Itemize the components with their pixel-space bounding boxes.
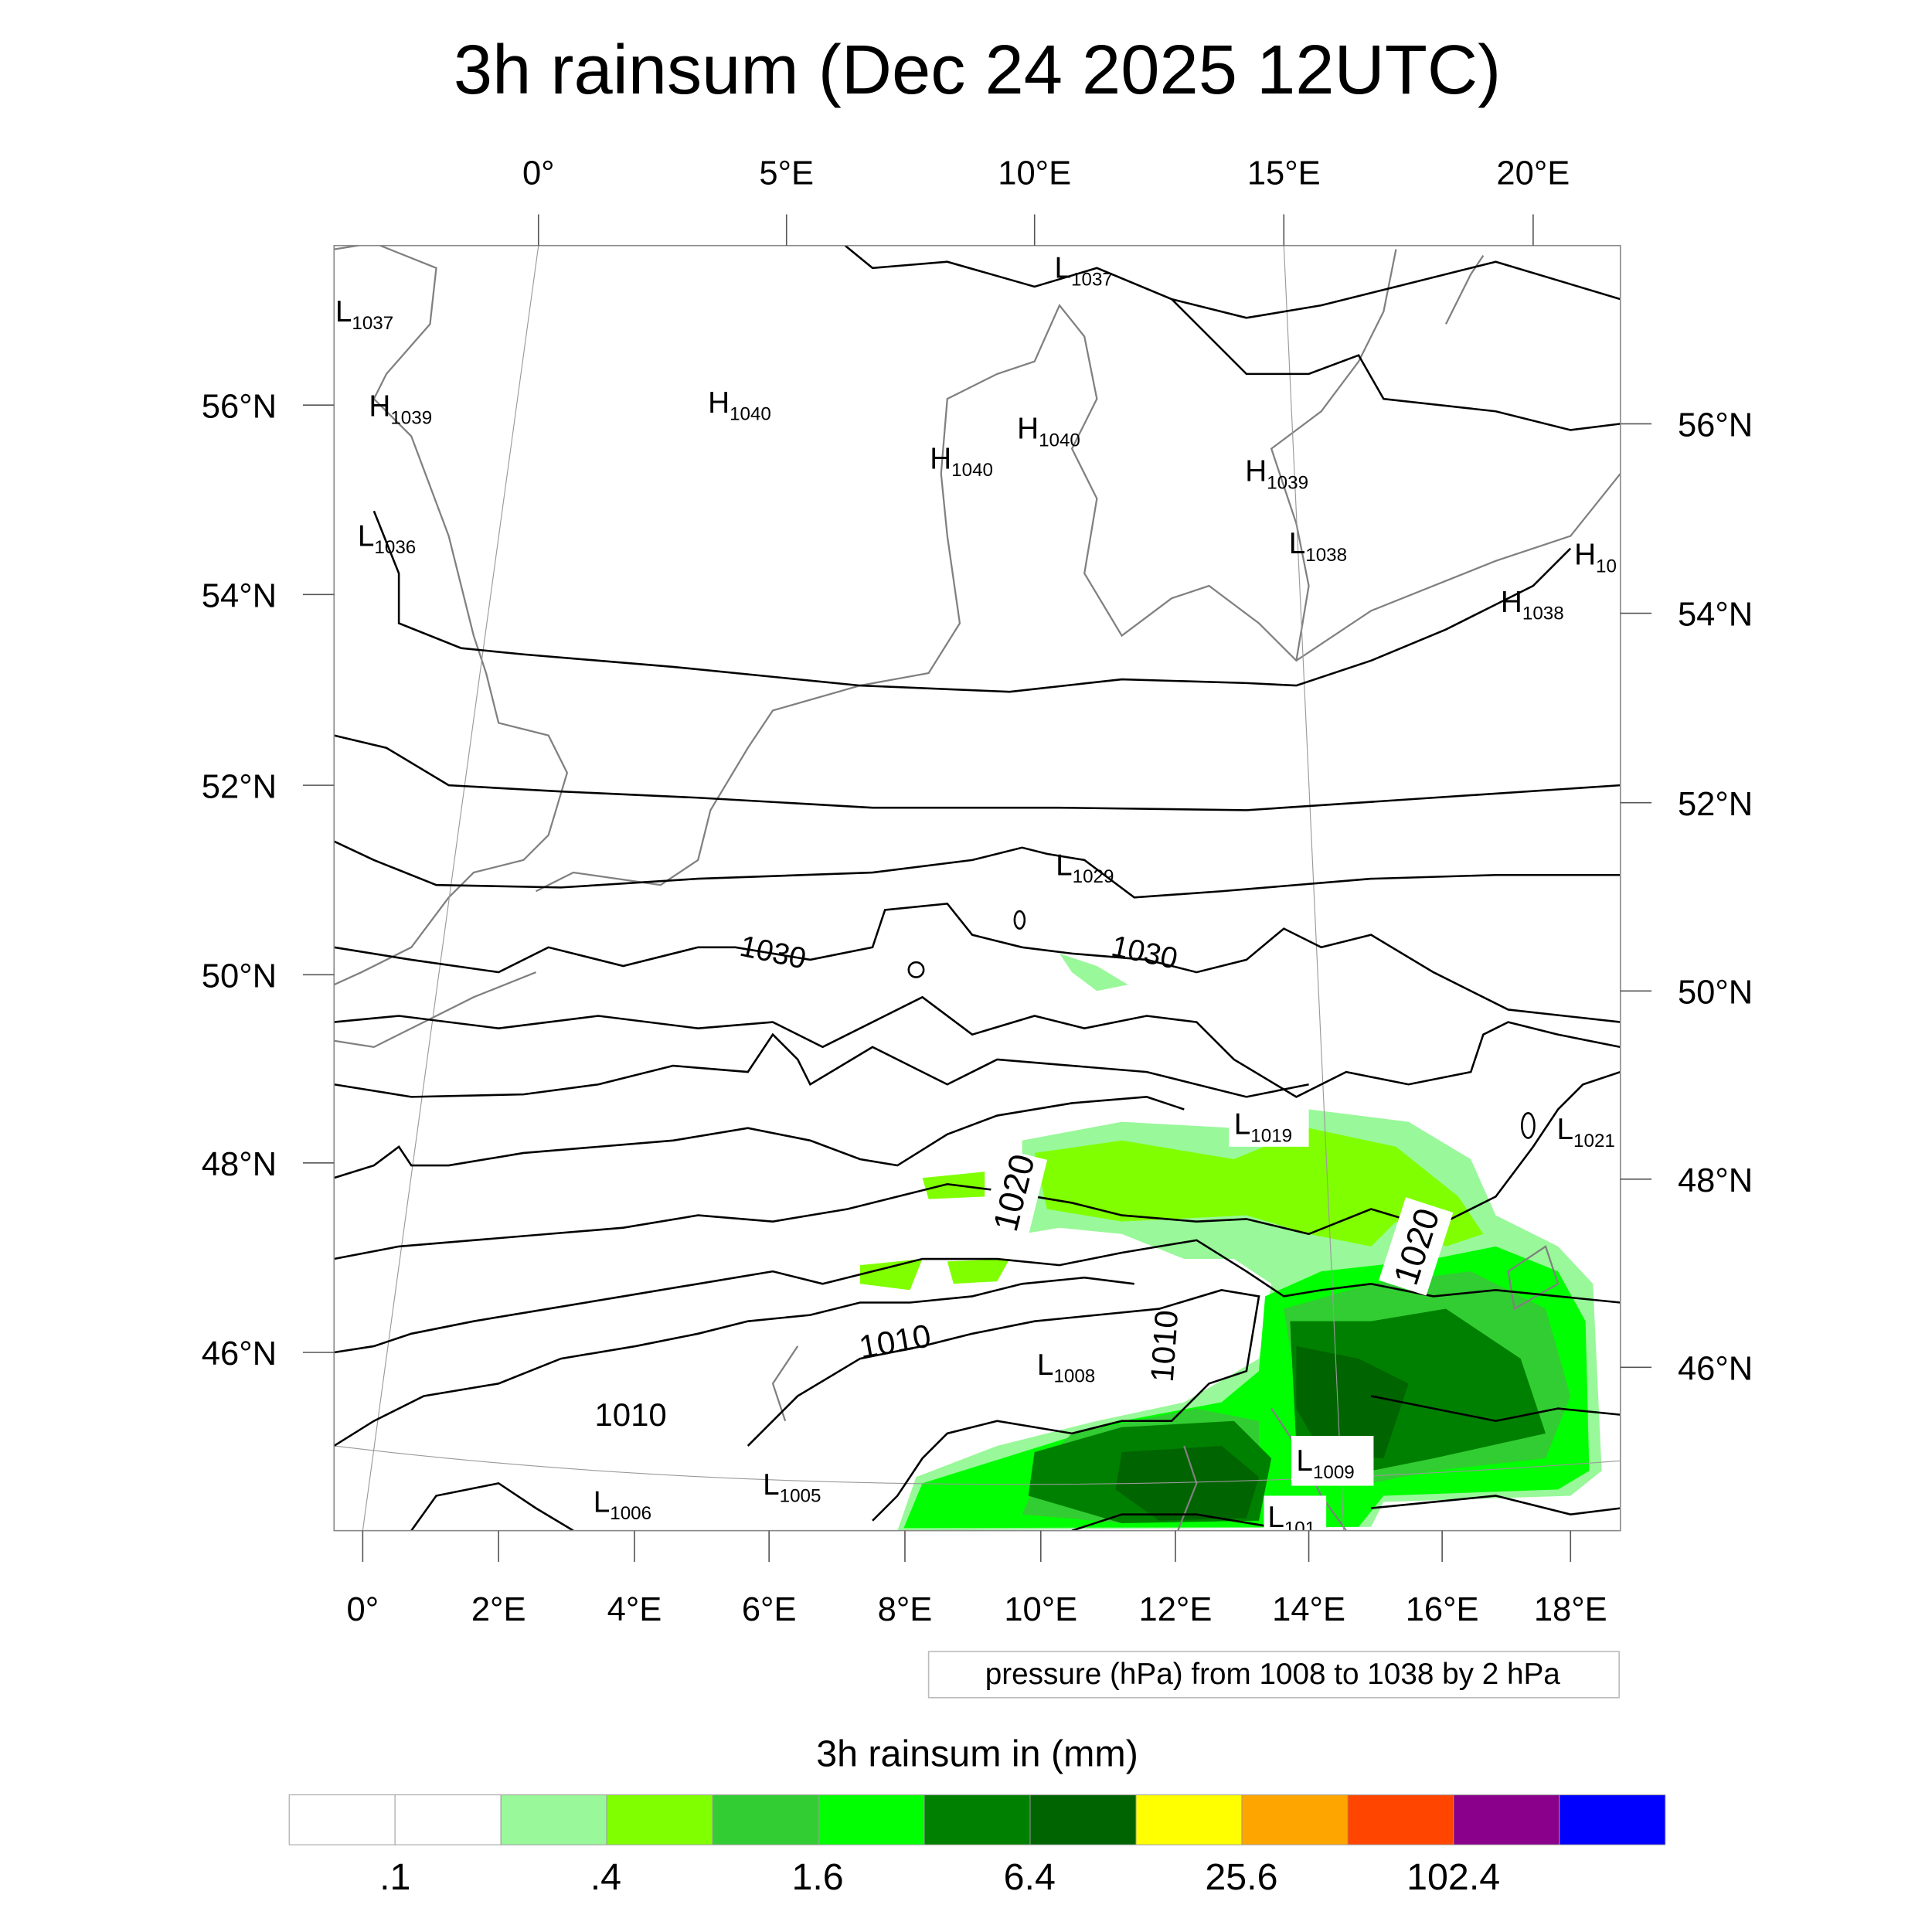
colorbar-labels: .1 .4 1.6 6.4 25.6 102.4 bbox=[379, 1856, 1500, 1898]
lat-label: 54°N bbox=[1678, 597, 1753, 634]
colorbar-swatch bbox=[818, 1794, 925, 1845]
colorbar-label: 6.4 bbox=[1004, 1856, 1056, 1898]
low-pressure-label: L1037 bbox=[335, 295, 393, 334]
lat-label: 48°N bbox=[1678, 1162, 1753, 1199]
colorbar-swatch bbox=[394, 1794, 502, 1845]
low-pressure-label: L1037 bbox=[1055, 252, 1113, 291]
lat-label: 56°N bbox=[202, 388, 277, 425]
rain-field bbox=[859, 953, 1602, 1531]
isobars bbox=[334, 245, 1621, 1531]
lon-label: 12°E bbox=[1139, 1591, 1213, 1628]
low-pressure-label: L1036 bbox=[358, 519, 416, 558]
contour-label: 1030 bbox=[1108, 930, 1180, 976]
lon-label: 16°E bbox=[1406, 1591, 1479, 1628]
colorbar-swatch bbox=[1241, 1794, 1349, 1845]
colorbar-swatch bbox=[923, 1794, 1031, 1845]
low-pressure-label: L1009 bbox=[1296, 1444, 1354, 1483]
lon-label: 4°E bbox=[607, 1591, 662, 1628]
top-longitude-labels: 0° 5°E 10°E 15°E 20°E bbox=[522, 155, 1570, 192]
lat-label: 46°N bbox=[202, 1335, 277, 1372]
pressure-legend-box bbox=[927, 1651, 1620, 1699]
lat-label: 48°N bbox=[202, 1146, 277, 1183]
bottom-longitude-labels: 0° 2°E 4°E 6°E 8°E 10°E 12°E 14°E 16°E 1… bbox=[347, 1591, 1607, 1628]
low-pressure-label: L1021 bbox=[1557, 1113, 1615, 1151]
high-pressure-label: H1039 bbox=[1245, 455, 1308, 494]
lon-label: 15°E bbox=[1247, 155, 1321, 192]
low-pressure-label: L1005 bbox=[763, 1468, 821, 1507]
lon-label: 8°E bbox=[878, 1591, 933, 1628]
axis-ticks bbox=[302, 214, 1652, 1562]
lon-label: 6°E bbox=[742, 1591, 797, 1628]
low-pressure-label: L1019 bbox=[1234, 1108, 1292, 1147]
colorbar-label: .1 bbox=[379, 1856, 410, 1898]
colorbar-title: 3h rainsum in (mm) bbox=[816, 1733, 1138, 1774]
colorbar-swatch bbox=[1135, 1794, 1243, 1845]
low-pressure-label: L1038 bbox=[1289, 527, 1347, 566]
graticule bbox=[334, 245, 1621, 1531]
colorbar-label: 1.6 bbox=[791, 1856, 843, 1898]
high-pressure-label: H1038 bbox=[1501, 586, 1564, 624]
colorbar-swatch bbox=[1559, 1794, 1666, 1845]
contour-label: 1010 bbox=[594, 1396, 666, 1433]
map-frame bbox=[333, 244, 1621, 1532]
lon-label: 14°E bbox=[1272, 1591, 1345, 1628]
contour-label: 1010 bbox=[856, 1317, 934, 1365]
high-pressure-label: H1039 bbox=[369, 390, 432, 429]
pressure-centers: L1037 L1037 H1039 H1040 H1040 H1040 H103… bbox=[335, 252, 1617, 1539]
lon-label: 0° bbox=[522, 155, 555, 192]
colorbar-swatch bbox=[288, 1794, 396, 1845]
colorbar-label: .4 bbox=[590, 1856, 621, 1898]
contour-label: 1010 bbox=[1144, 1309, 1185, 1383]
lon-label: 18°E bbox=[1534, 1591, 1607, 1628]
high-pressure-label: H10 bbox=[1574, 539, 1617, 577]
colorbar bbox=[288, 1794, 1666, 1845]
lon-label: 2°E bbox=[471, 1591, 526, 1628]
lat-label: 50°N bbox=[202, 957, 277, 995]
pressure-legend-text: pressure (hPa) from 1008 to 1038 by 2 hP… bbox=[985, 1658, 1561, 1691]
colorbar-label: 25.6 bbox=[1205, 1856, 1277, 1898]
contour-label: 1030 bbox=[737, 930, 809, 976]
lon-label: 0° bbox=[347, 1591, 379, 1628]
low-pressure-label: L101 bbox=[1267, 1501, 1315, 1539]
lat-label: 46°N bbox=[1678, 1350, 1753, 1387]
lon-label: 20°E bbox=[1496, 155, 1570, 192]
map-title: 3h rainsum (Dec 24 2025 12UTC) bbox=[454, 31, 1501, 109]
high-pressure-label: H1040 bbox=[708, 386, 771, 425]
low-pressure-label: L1006 bbox=[594, 1485, 651, 1524]
lat-label: 56°N bbox=[1678, 407, 1753, 444]
colorbar-swatch bbox=[1347, 1794, 1454, 1845]
lon-label: 10°E bbox=[998, 155, 1071, 192]
colorbar-label: 102.4 bbox=[1406, 1856, 1500, 1898]
lat-label: 52°N bbox=[1678, 786, 1753, 823]
lon-label: 10°E bbox=[1004, 1591, 1077, 1628]
map-area: 1030 1030 1020 1020 1010 1010 1010 L1037… bbox=[334, 245, 1621, 1539]
high-pressure-label: H1040 bbox=[1017, 413, 1080, 451]
colorbar-swatch bbox=[712, 1794, 819, 1845]
colorbar-swatch bbox=[606, 1794, 713, 1845]
low-pressure-label: L1008 bbox=[1037, 1349, 1095, 1387]
colorbar-swatch bbox=[1453, 1794, 1560, 1845]
coastlines bbox=[334, 245, 1621, 1531]
right-latitude-labels: 56°N 54°N 52°N 50°N 48°N 46°N bbox=[1678, 407, 1753, 1388]
low-pressure-label: L1029 bbox=[1056, 849, 1114, 887]
lat-label: 52°N bbox=[202, 768, 277, 805]
lat-label: 54°N bbox=[202, 577, 277, 614]
high-pressure-label: H1040 bbox=[930, 442, 993, 481]
lat-label: 50°N bbox=[1678, 974, 1753, 1011]
colorbar-swatch bbox=[1029, 1794, 1137, 1845]
left-latitude-labels: 56°N 54°N 52°N 50°N 48°N 46°N bbox=[202, 388, 277, 1372]
colorbar-swatch bbox=[500, 1794, 607, 1845]
lon-label: 5°E bbox=[759, 155, 814, 192]
